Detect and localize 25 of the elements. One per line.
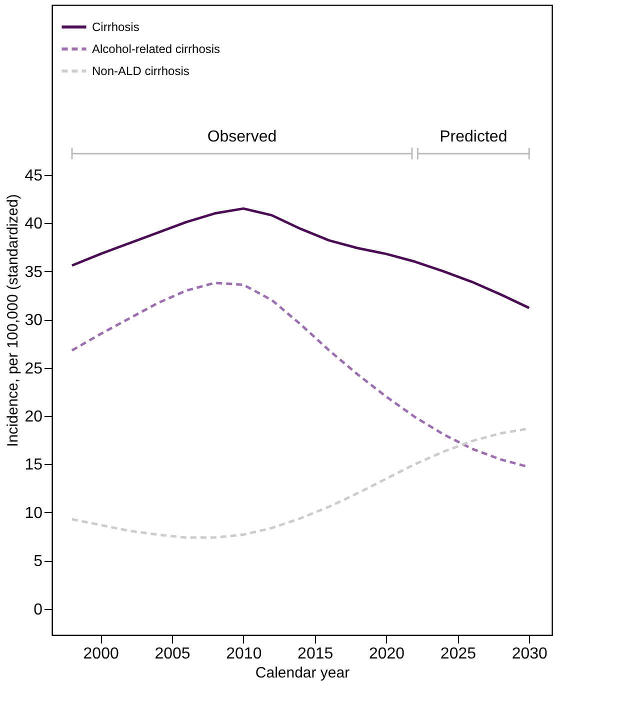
legend-label: Cirrhosis [92, 20, 140, 34]
x-tick-label: 2010 [226, 646, 262, 662]
y-tick-label: 40 [24, 216, 43, 233]
y-tick-label: 5 [34, 553, 43, 570]
y-tick-label: 30 [24, 312, 43, 330]
legend-label: Non-ALD cirrhosis [92, 64, 190, 78]
line-series [70, 207, 530, 310]
y-tick-label: 10 [24, 504, 43, 522]
x-tick-label: 2015 [298, 646, 334, 662]
x-tick-label: 2000 [83, 646, 119, 662]
annotation: Predicted [440, 128, 508, 146]
y-tick-label: 0 [34, 601, 43, 618]
x-tick-label: 2030 [512, 646, 548, 662]
y-tick-label: 35 [24, 264, 43, 281]
x-tick-label: 2025 [440, 646, 476, 662]
x-tick-label: 2020 [368, 646, 405, 662]
y-tick-label: 15 [24, 456, 43, 474]
y-axis-title: Incidence, per 100,000 (standardized) [4, 194, 22, 447]
x-axis-title: Calendar year [255, 664, 350, 682]
legend-label: Alcohol-related cirrhosis [92, 42, 220, 56]
x-tick-label: 2005 [154, 646, 190, 662]
y-tick-label: 20 [24, 408, 43, 426]
annotation: Observed [207, 128, 277, 146]
y-tick-label: 45 [24, 167, 43, 184]
y-tick-label: 25 [24, 360, 43, 378]
